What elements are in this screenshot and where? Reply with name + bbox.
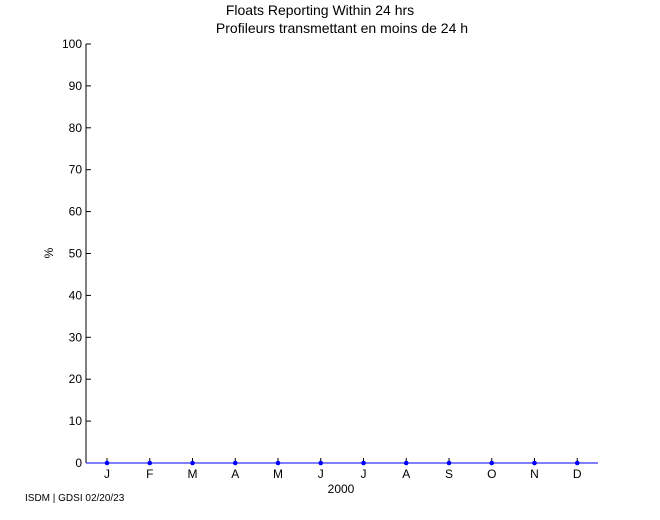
- data-point: [147, 460, 153, 466]
- data-point: [574, 460, 580, 466]
- x-tick-label: N: [530, 467, 539, 481]
- y-tick-label: 0: [75, 456, 82, 470]
- x-tick-label: J: [361, 467, 367, 481]
- y-tick-label: 90: [69, 79, 83, 93]
- x-tick-label: J: [104, 467, 110, 481]
- chart-subtitle: Profileurs transmettant en moins de 24 h: [216, 20, 468, 36]
- footer-credit: ISDM | GDSI 02/20/23: [25, 493, 125, 504]
- data-point: [104, 460, 110, 466]
- y-tick-label: 10: [69, 414, 83, 428]
- y-tick-label: 80: [69, 121, 83, 135]
- data-point: [232, 460, 238, 466]
- data-point: [318, 460, 324, 466]
- data-point: [190, 460, 195, 466]
- y-tick-label: 50: [69, 247, 83, 261]
- data-point: [403, 460, 409, 466]
- axes: [85, 44, 598, 464]
- x-tick-label: M: [273, 467, 283, 481]
- data-point: [489, 460, 495, 466]
- y-tick-label: 40: [69, 288, 83, 302]
- y-tick-label: 20: [69, 372, 83, 386]
- data-point: [532, 460, 537, 466]
- chart-title: Floats Reporting Within 24 hrs: [226, 2, 414, 18]
- data-point: [361, 460, 366, 466]
- x-tick-label: J: [318, 467, 324, 481]
- series: [86, 460, 598, 466]
- y-tick-label: 70: [69, 163, 83, 177]
- y-axis-label: %: [42, 247, 56, 258]
- y-tick-label: 60: [69, 205, 83, 219]
- x-axis-label: 2000: [328, 482, 355, 496]
- x-tick-label: A: [402, 467, 410, 481]
- x-tick-label: A: [231, 467, 239, 481]
- data-point: [275, 460, 281, 466]
- y-tick-label: 100: [62, 37, 82, 51]
- x-tick-label: M: [188, 467, 198, 481]
- y-ticks: 0 10 20 30 40 50 60 70 80 90 100: [62, 37, 91, 470]
- x-tick-label: O: [487, 467, 496, 481]
- y-tick-label: 30: [69, 330, 83, 344]
- x-tick-label: S: [445, 467, 453, 481]
- data-point: [446, 460, 452, 466]
- x-tick-label: F: [146, 467, 153, 481]
- x-tick-label: D: [573, 467, 582, 481]
